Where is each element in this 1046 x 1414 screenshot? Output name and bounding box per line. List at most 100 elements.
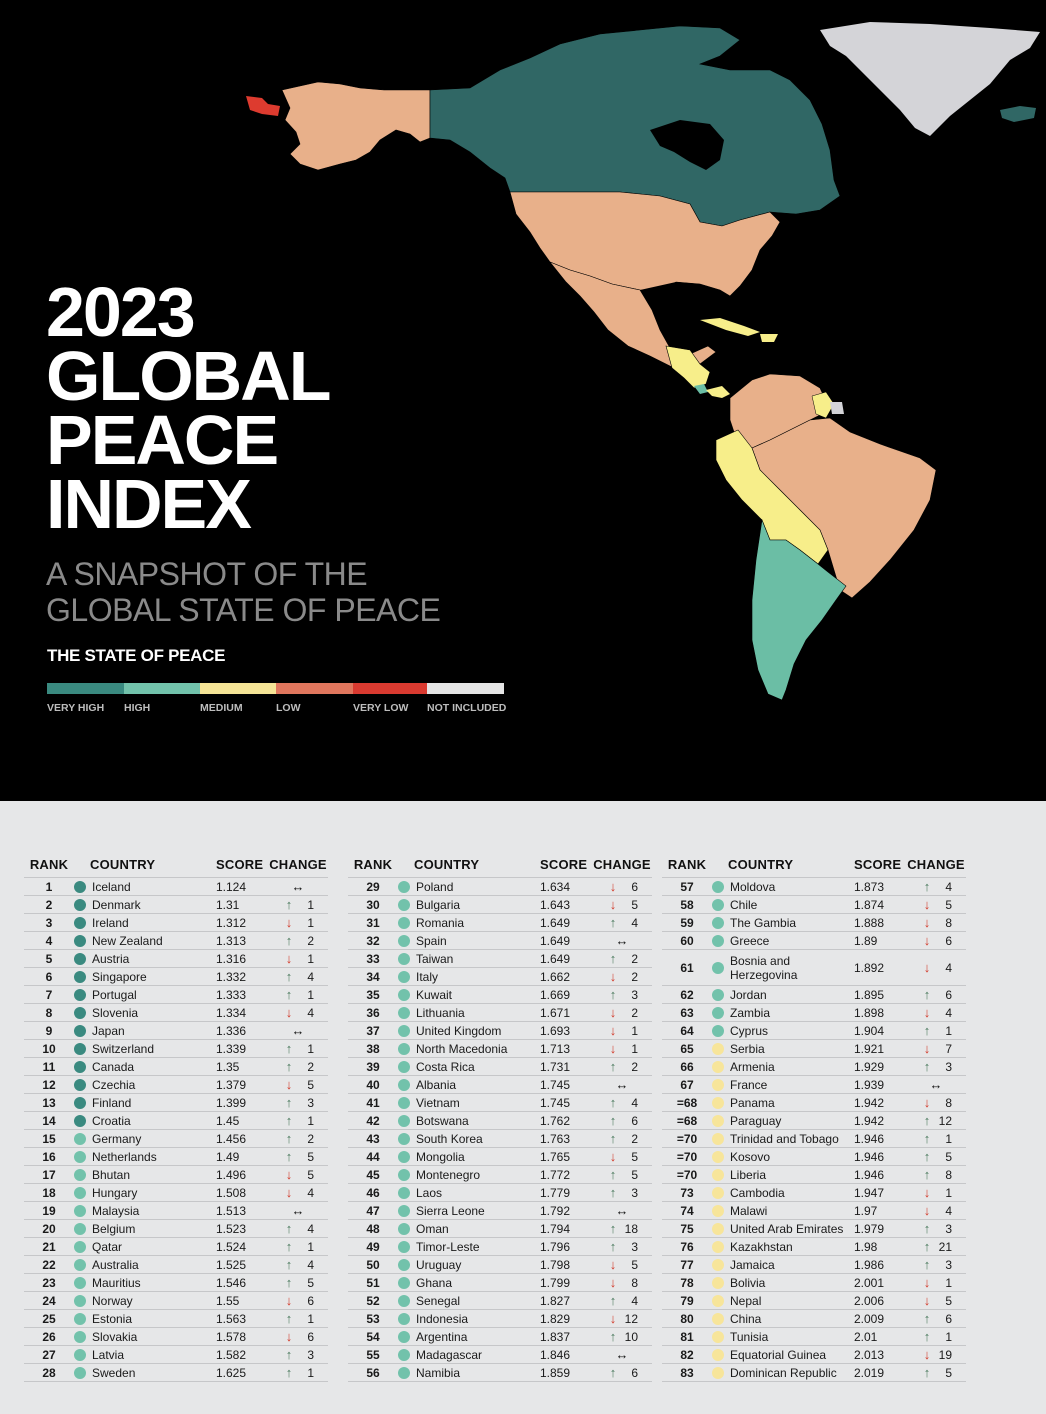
table-row: 80 China 2.009 ↑ 6 <box>662 1309 966 1327</box>
country-cell: Trinidad and Tobago <box>730 1131 839 1146</box>
country-cell: Norway <box>92 1293 133 1308</box>
change-value: 3 <box>631 1239 638 1254</box>
arrow-down-icon: ↓ <box>285 1329 293 1344</box>
country-cell: Bosnia and Herzegovina <box>730 953 798 982</box>
change-value: 1 <box>945 1023 952 1038</box>
change-cell: ↑ 8 <box>906 1167 966 1182</box>
change-value: 8 <box>631 1275 638 1290</box>
peace-level-dot-icon <box>712 1042 724 1055</box>
arrow-up-icon: ↑ <box>609 1113 617 1128</box>
rank-cell: 2 <box>45 897 53 912</box>
change-cell: ↓ 8 <box>906 915 966 930</box>
rank-cell: 62 <box>680 987 694 1002</box>
change-value: 6 <box>945 933 952 948</box>
table-row: 52 Senegal 1.827 ↑ 4 <box>348 1291 652 1309</box>
change-value: 5 <box>945 897 952 912</box>
change-cell: ↑ 5 <box>268 1275 328 1290</box>
score-cell: 1.97 <box>854 1203 878 1218</box>
arrow-down-icon: ↓ <box>285 1005 293 1020</box>
arrow-up-icon: ↑ <box>923 879 931 894</box>
change-cell: ↑ 6 <box>592 1365 652 1380</box>
score-cell: 1.662 <box>540 969 571 984</box>
arrow-up-icon: ↑ <box>285 1365 293 1380</box>
change-cell: ↑ 2 <box>592 951 652 966</box>
legend-swatch <box>353 683 427 694</box>
arrow-up-icon: ↑ <box>609 1059 617 1074</box>
change-cell: ↓ 2 <box>592 969 652 984</box>
table-row: 40 Albania 1.745 ↔ <box>348 1075 652 1093</box>
peace-level-dot-icon <box>74 880 86 893</box>
table-header: RANK COUNTRY SCORE CHANGE <box>348 851 652 877</box>
peace-level-dot-icon <box>74 1258 86 1271</box>
table-row: 74 Malawi 1.97 ↓ 4 <box>662 1201 966 1219</box>
score-cell: 1.713 <box>540 1041 571 1056</box>
change-cell: ↓ 6 <box>592 879 652 894</box>
change-value: 2 <box>631 1005 638 1020</box>
peace-level-dot-icon <box>712 1312 724 1325</box>
rank-cell: 18 <box>42 1185 56 1200</box>
rank-cell: 16 <box>42 1149 56 1164</box>
table-row: 63 Zambia 1.898 ↓ 4 <box>662 1003 966 1021</box>
table-row: 17 Bhutan 1.496 ↓ 5 <box>24 1165 328 1183</box>
world-map-americas <box>246 22 1040 701</box>
table-row: =70 Trinidad and Tobago 1.946 ↑ 1 <box>662 1129 966 1147</box>
table-row: =68 Panama 1.942 ↓ 8 <box>662 1093 966 1111</box>
table-row: 77 Jamaica 1.986 ↑ 3 <box>662 1255 966 1273</box>
peace-level-dot-icon <box>398 1204 410 1217</box>
header-score: SCORE <box>540 856 588 872</box>
arrow-down-icon: ↓ <box>285 1167 293 1182</box>
change-cell: ↔ <box>592 933 652 948</box>
legend-label: HIGH <box>124 702 151 714</box>
rank-cell: 21 <box>42 1239 56 1254</box>
change-value: 1 <box>945 1185 952 1200</box>
map-region-central-america <box>665 345 711 389</box>
peace-level-dot-icon <box>398 1078 410 1091</box>
legend-swatch <box>124 683 200 694</box>
peace-level-dot-icon <box>398 1348 410 1361</box>
change-value: 6 <box>945 1311 952 1326</box>
country-cell: North Macedonia <box>416 1041 508 1056</box>
score-cell: 1.939 <box>854 1077 885 1092</box>
change-cell: ↓ 1 <box>592 1041 652 1056</box>
peace-level-dot-icon <box>398 1294 410 1307</box>
table-row: 22 Australia 1.525 ↑ 4 <box>24 1255 328 1273</box>
country-cell: Bhutan <box>92 1167 131 1182</box>
score-cell: 1.873 <box>854 879 885 894</box>
score-cell: 1.35 <box>216 1059 240 1074</box>
peace-level-dot-icon <box>398 1168 410 1181</box>
peace-level-dot-icon <box>74 1330 86 1343</box>
change-cell: ↑ 3 <box>906 1059 966 1074</box>
peace-level-dot-icon <box>712 1114 724 1127</box>
rank-cell: 41 <box>366 1095 380 1110</box>
rank-cell: 44 <box>366 1149 380 1164</box>
no-change-icon: ↔ <box>291 1203 305 1218</box>
table-row: 19 Malaysia 1.513 ↔ <box>24 1201 328 1219</box>
arrow-down-icon: ↓ <box>609 879 617 894</box>
rank-cell: 48 <box>366 1221 380 1236</box>
country-cell: Equatorial Guinea <box>730 1347 827 1362</box>
score-cell: 1.89 <box>854 933 878 948</box>
country-cell: Botswana <box>416 1113 469 1128</box>
table-row: 62 Jordan 1.895 ↑ 6 <box>662 985 966 1003</box>
change-value: 4 <box>307 1257 314 1272</box>
score-cell: 1.693 <box>540 1023 571 1038</box>
score-cell: 1.546 <box>216 1275 247 1290</box>
peace-level-dot-icon <box>712 1060 724 1073</box>
score-cell: 1.313 <box>216 933 247 948</box>
table-row: 36 Lithuania 1.671 ↓ 2 <box>348 1003 652 1021</box>
rank-cell: 74 <box>680 1203 694 1218</box>
country-cell: Kuwait <box>416 987 453 1002</box>
arrow-up-icon: ↑ <box>285 1311 293 1326</box>
arrow-down-icon: ↓ <box>923 1185 931 1200</box>
header-country: COUNTRY <box>90 856 156 872</box>
header-score: SCORE <box>854 856 902 872</box>
rank-cell: 53 <box>366 1311 380 1326</box>
arrow-up-icon: ↑ <box>285 987 293 1002</box>
arrow-down-icon: ↓ <box>285 1185 293 1200</box>
arrow-up-icon: ↑ <box>285 1257 293 1272</box>
country-cell: Australia <box>92 1257 139 1272</box>
table-row: 14 Croatia 1.45 ↑ 1 <box>24 1111 328 1129</box>
change-cell: ↓ 1 <box>906 1185 966 1200</box>
score-cell: 1.986 <box>854 1257 885 1272</box>
no-change-icon: ↔ <box>615 1203 629 1218</box>
